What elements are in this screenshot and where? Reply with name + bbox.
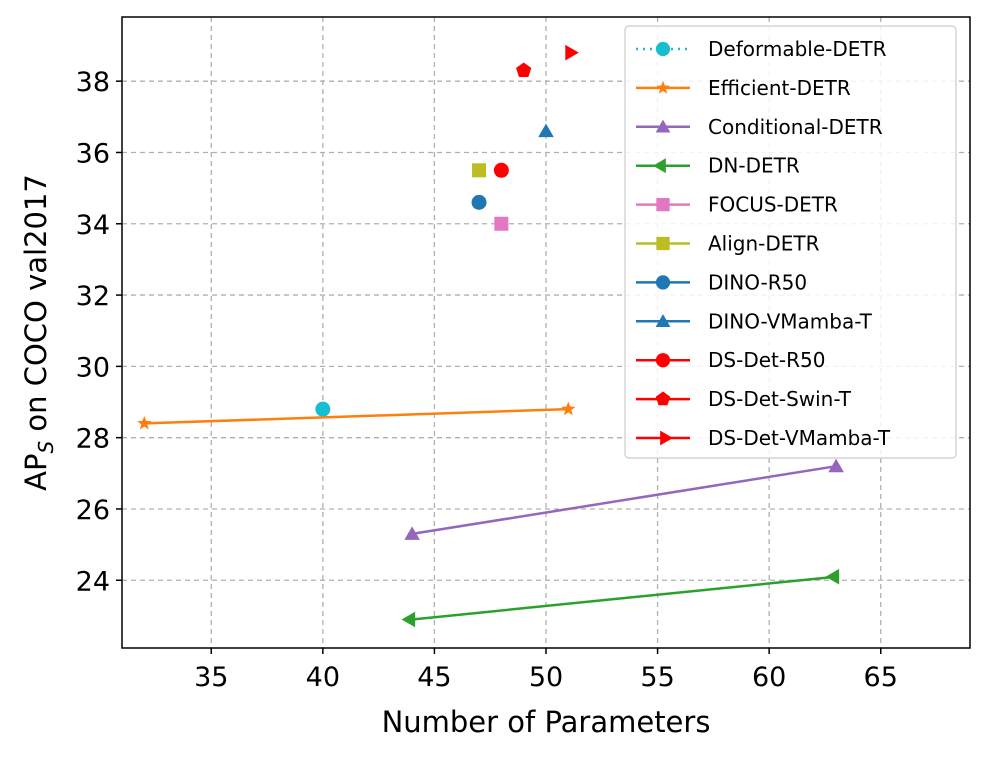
series-layer: [137, 44, 844, 628]
legend-label-dn-detr: DN-DETR: [708, 154, 800, 178]
legend-label-dino-vmamba-t: DINO-VMamba-T: [708, 309, 873, 333]
y-tick-label-26: 26: [76, 495, 110, 526]
series-ds-det-swin-t: [516, 62, 532, 77]
series-ds-det-vmamba-t: [565, 44, 579, 61]
series-align-detr: [472, 163, 487, 178]
legend-marker-dino-r50: [655, 275, 671, 290]
point-align-detr-0: [472, 163, 487, 178]
series-focus-detr: [494, 216, 509, 231]
series-dino-vmamba-t: [538, 123, 554, 138]
y-tick-label-36: 36: [76, 138, 110, 169]
point-deformable-detr-0: [315, 401, 331, 417]
x-tick-label-65: 65: [864, 662, 898, 693]
point-dino-vmamba-t-0: [538, 123, 554, 138]
point-ds-det-r50-0: [493, 162, 509, 178]
legend-marker-deformable-detr: [655, 41, 671, 57]
series-deformable-detr: [315, 401, 331, 417]
legend-marker-align-detr: [656, 236, 670, 251]
legend-label-ds-det-vmamba-t: DS-Det-VMamba-T: [708, 426, 891, 450]
point-dino-r50-0: [471, 194, 487, 210]
legend-marker-ds-det-r50: [655, 353, 671, 368]
point-ds-det-vmamba-t-0: [565, 44, 579, 61]
point-focus-detr-0: [494, 216, 509, 231]
point-efficient-detr-0: [137, 415, 152, 430]
point-ds-det-swin-t-0: [516, 62, 532, 77]
x-tick-label-60: 60: [752, 662, 786, 693]
y-tick-label-34: 34: [76, 210, 110, 241]
series-ds-det-r50: [493, 162, 509, 178]
legend-label-conditional-detr: Conditional-DETR: [708, 115, 883, 139]
y-tick-label-30: 30: [76, 352, 110, 383]
point-conditional-detr-0: [404, 526, 420, 540]
point-dn-detr-0: [401, 611, 416, 628]
y-axis-label: APS on COCO val2017: [19, 174, 58, 491]
legend-label-focus-detr: FOCUS-DETR: [708, 193, 838, 217]
axis-ticks: 35 40 45 50 55 60 65 24 26 28 30 32 34 36 38: [76, 67, 898, 693]
legend-label-ds-det-swin-t: DS-Det-Swin-T: [708, 387, 852, 411]
legend-marker-dino-vmamba-t: [655, 314, 671, 327]
legend-marker-dn-detr: [653, 158, 666, 174]
legend-marker-conditional-detr: [655, 119, 671, 133]
series-conditional-detr: [404, 458, 844, 540]
legend-label-align-detr: Align-DETR: [708, 232, 820, 256]
legend-label-ds-det-r50: DS-Det-R50: [708, 348, 825, 372]
legend-marker-focus-detr: [656, 197, 670, 212]
series-line-conditional-detr: [411, 464, 837, 536]
x-tick-label-35: 35: [194, 662, 228, 693]
series-line-dn-detr: [411, 575, 837, 621]
y-axis-label-rest: on COCO val2017: [19, 174, 53, 441]
legend-label-deformable-detr: Deformable-DETR: [708, 37, 887, 61]
y-tick-label-38: 38: [76, 67, 110, 98]
y-tick-label-28: 28: [76, 424, 110, 455]
series-dino-r50: [471, 194, 487, 210]
legend-marker-ds-det-vmamba-t: [660, 430, 673, 446]
y-tick-label-24: 24: [76, 566, 110, 597]
point-conditional-detr-1: [828, 458, 844, 473]
y-axis-label-main: AP: [19, 454, 53, 491]
x-tick-label-45: 45: [417, 662, 451, 693]
legend: Deformable-DETR Efficient-DETR Conditional…: [624, 25, 957, 459]
x-tick-label-55: 55: [640, 662, 674, 693]
point-efficient-detr-1: [561, 401, 576, 416]
y-axis-label-subscript: S: [34, 441, 58, 454]
series-efficient-detr: [137, 401, 576, 430]
legend-box: [624, 25, 957, 459]
legend-label-dino-r50: DINO-R50: [708, 270, 807, 294]
series-dn-detr: [401, 568, 840, 628]
x-tick-label-50: 50: [529, 662, 563, 693]
x-tick-label-40: 40: [306, 662, 340, 693]
legend-label-efficient-detr: Efficient-DETR: [708, 76, 851, 100]
legend-marker-ds-det-swin-t: [655, 391, 671, 406]
point-dn-detr-1: [825, 568, 840, 585]
legend-marker-efficient-detr: [656, 80, 670, 94]
x-axis-label: Number of Parameters: [382, 705, 711, 739]
y-tick-label-32: 32: [76, 281, 110, 312]
series-line-efficient-detr: [144, 407, 569, 425]
